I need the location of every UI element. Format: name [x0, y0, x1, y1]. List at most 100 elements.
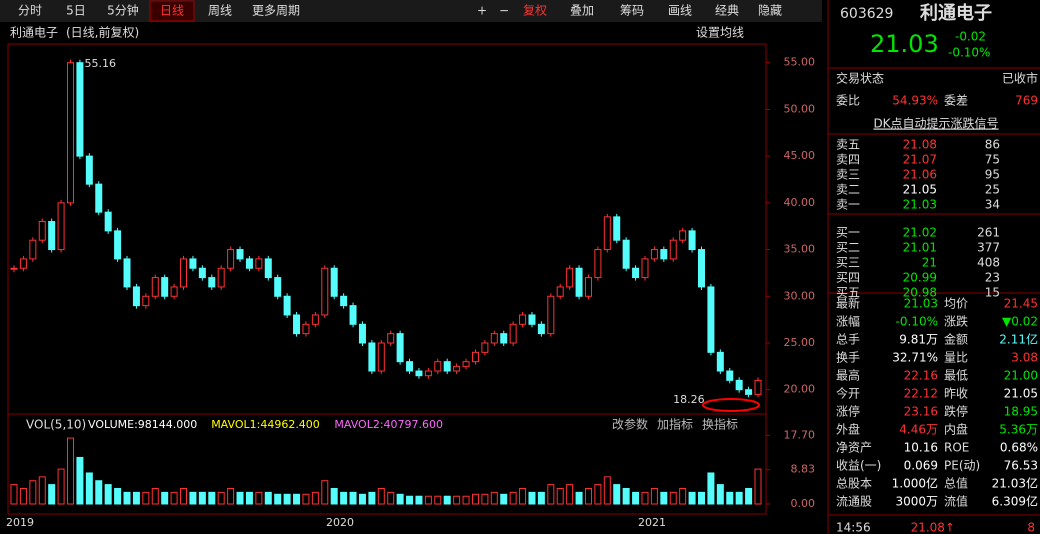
stat-label: 净资产 [836, 441, 872, 455]
book-qty: 23 [985, 271, 1000, 285]
candle [575, 267, 583, 297]
candle [679, 230, 687, 241]
book-label: 买三 [836, 256, 860, 270]
y-tick-label: 0.00 [791, 497, 816, 510]
book-label: 买四 [836, 271, 860, 285]
stat-value: 21.45 [1004, 297, 1038, 311]
volume-bar [594, 484, 602, 505]
stat-value: 21.00 [1004, 369, 1038, 383]
book-qty: 408 [977, 256, 1000, 270]
volume-bar [566, 484, 574, 505]
volume-bar [754, 468, 762, 505]
book-price: 21.07 [903, 153, 937, 167]
candle [716, 351, 724, 372]
volume-bar [424, 495, 432, 505]
volume-bar [396, 493, 404, 505]
volume-bar [537, 491, 545, 505]
candle [217, 267, 225, 288]
tool[interactable]: 叠加 [570, 4, 594, 18]
volume-bar [57, 468, 65, 505]
stat-value: 4.46万 [899, 423, 938, 437]
stock-name: 利通电子 [920, 2, 992, 24]
stat-label: ROE [944, 441, 969, 455]
volume-bar [697, 491, 705, 505]
dk-link[interactable]: DK点自动提示涨跌信号 [873, 116, 998, 131]
highlight-circle [702, 398, 760, 412]
candle [566, 267, 574, 288]
candle [67, 62, 75, 204]
stat-label: 今开 [836, 386, 860, 401]
wb-label: 委比 [836, 94, 860, 108]
book-price: 21.02 [903, 226, 937, 240]
candle [340, 295, 348, 307]
tool[interactable]: 隐藏 [758, 4, 782, 18]
candle [500, 333, 508, 344]
candle [321, 267, 329, 316]
tab[interactable]: 5日 [66, 4, 86, 18]
volume-bar [745, 487, 753, 505]
candle [151, 277, 159, 297]
tab[interactable]: 日线 [160, 4, 184, 18]
book-price: 21.06 [903, 168, 937, 182]
volume-bar [293, 493, 301, 505]
volume-bar [104, 484, 112, 505]
volume-bar [29, 480, 37, 505]
stat-label: 换手 [836, 351, 860, 365]
stat-label: 跌停 [944, 404, 968, 419]
candle [443, 361, 451, 372]
tab[interactable]: 分时 [18, 4, 42, 18]
candle [123, 258, 131, 288]
tool[interactable]: − [499, 4, 509, 18]
volume-bar [170, 491, 178, 505]
stat-value: 3.08 [1011, 351, 1038, 365]
tool[interactable]: 复权 [523, 4, 547, 18]
book-qty: 25 [985, 183, 1000, 197]
volume-bar [443, 495, 451, 505]
book-qty: 377 [977, 241, 1000, 255]
indicator-button[interactable]: 换指标 [702, 417, 738, 432]
indicator-button[interactable]: 加指标 [657, 417, 693, 432]
book-price: 21 [922, 256, 937, 270]
book-price: 21.03 [903, 198, 937, 212]
candle [180, 258, 188, 288]
volume-bar [490, 491, 498, 505]
candle [453, 365, 461, 372]
tool[interactable]: 筹码 [620, 4, 644, 18]
stat-label: 金额 [944, 332, 968, 347]
tool[interactable]: 画线 [668, 4, 692, 18]
volume-bar [509, 491, 517, 505]
tool[interactable]: 经典 [715, 4, 739, 18]
candle [48, 221, 56, 251]
candle [19, 258, 27, 269]
tool[interactable]: + [477, 4, 487, 18]
stat-value: 0.68% [1000, 441, 1038, 455]
ma-setting[interactable]: 设置均线 [696, 26, 744, 40]
legend-entry: MAVOL1:44962.400 [211, 418, 320, 431]
y-tick-label: 50.00 [784, 102, 816, 115]
candle [490, 333, 498, 344]
change: -0.02 [955, 30, 986, 44]
candle [236, 249, 244, 260]
volume-bar [274, 493, 282, 505]
wc-label: 委差 [944, 94, 968, 108]
volume-bar [340, 491, 348, 505]
tab[interactable]: 更多周期 [252, 4, 300, 18]
volume-bar [38, 476, 46, 505]
tab[interactable]: 周线 [208, 4, 232, 18]
volume-bar [245, 491, 253, 505]
stat-label: 最新 [836, 296, 860, 311]
indicator-button[interactable]: 改参数 [612, 417, 648, 432]
volume-bar [198, 491, 206, 505]
tab[interactable]: 5分钟 [107, 3, 139, 18]
candle [481, 342, 489, 353]
candle [283, 295, 291, 316]
candle [735, 379, 743, 391]
candle [189, 258, 197, 269]
book-price: 21.08 [903, 138, 937, 152]
candle [707, 286, 715, 353]
volume-bar [434, 495, 442, 505]
candle [29, 239, 37, 260]
stat-label: 流通股 [836, 495, 872, 509]
candle [726, 370, 734, 381]
